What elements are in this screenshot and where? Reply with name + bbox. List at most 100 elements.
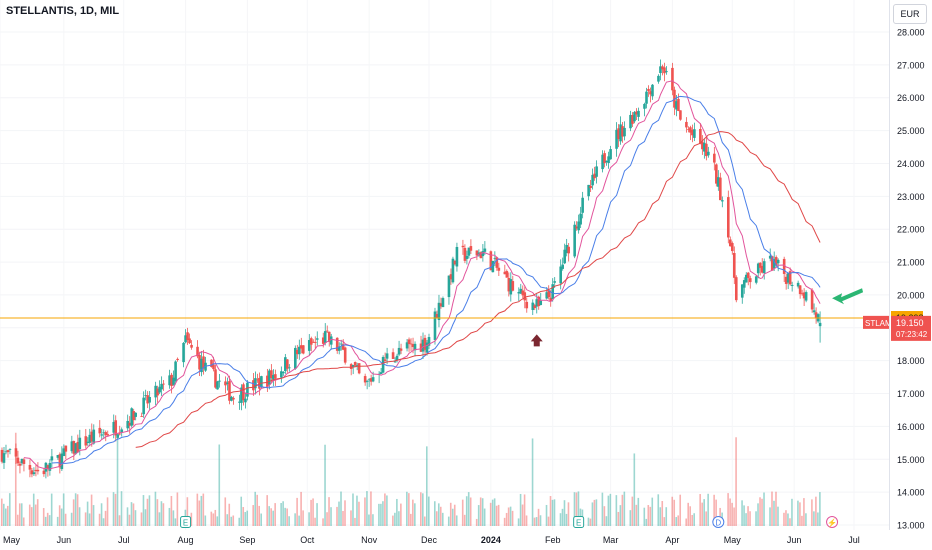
candle-body xyxy=(705,143,708,157)
volume-bar xyxy=(272,510,274,526)
event-marker xyxy=(180,516,192,528)
candle-body xyxy=(120,429,124,433)
volume-bar xyxy=(310,499,312,526)
candle-body xyxy=(238,401,241,403)
ticker-tag-bg xyxy=(863,315,890,329)
candle-body xyxy=(268,370,271,385)
volume-bar xyxy=(400,503,402,526)
candle-body xyxy=(699,128,702,144)
candle-body xyxy=(252,380,255,391)
candle-body xyxy=(607,156,610,164)
candle-body xyxy=(649,91,652,95)
candle-body xyxy=(90,431,94,442)
volume-bar xyxy=(755,511,757,526)
candle-body xyxy=(507,278,511,292)
volume-bar xyxy=(308,512,310,526)
candle-body xyxy=(186,332,189,340)
volume-bar xyxy=(511,510,514,526)
volume-bar xyxy=(170,495,173,526)
volume-bar xyxy=(735,437,737,526)
candle-body xyxy=(34,469,38,472)
volume-bar xyxy=(426,446,428,526)
volume-bar xyxy=(715,499,717,526)
x-tick-label: Jun xyxy=(787,535,802,545)
volume-bar xyxy=(144,509,147,526)
volume-bar xyxy=(176,492,179,526)
candle-body xyxy=(8,449,12,451)
candle-body xyxy=(371,377,375,382)
volume-bar xyxy=(465,496,468,526)
volume-bar xyxy=(507,507,510,526)
x-tick-label: 2024 xyxy=(481,535,501,545)
y-tick-label: 20.000 xyxy=(897,290,925,300)
candle-body xyxy=(140,416,143,417)
event-markers[interactable]: E E D ⚡ xyxy=(180,516,839,528)
candle-body xyxy=(32,472,36,475)
candle-body xyxy=(818,322,822,327)
volume-bar xyxy=(761,498,763,526)
candle-body xyxy=(481,251,485,257)
candle-body xyxy=(746,272,750,278)
x-tick-label: Apr xyxy=(665,535,679,545)
candle-body xyxy=(565,244,568,254)
candle-body xyxy=(118,433,122,435)
price-axis[interactable]: 13.00014.00015.00016.00017.00018.00019.0… xyxy=(897,28,925,531)
volume-bar xyxy=(815,496,817,526)
volume-bar xyxy=(559,513,562,526)
candle-body xyxy=(202,356,205,369)
volume-bar xyxy=(14,432,17,526)
volume-bar xyxy=(218,444,221,526)
candle-body xyxy=(148,396,151,403)
candle-body xyxy=(407,339,411,345)
candle-body xyxy=(409,343,413,345)
volume-bar xyxy=(18,503,21,526)
candle-body xyxy=(629,114,632,129)
volume-bar xyxy=(372,514,374,526)
volume-bar xyxy=(238,517,241,526)
volume-bar xyxy=(745,513,747,526)
candle-body xyxy=(246,382,249,397)
volume-bar xyxy=(116,437,119,526)
candlesticks xyxy=(0,59,822,479)
candle-body xyxy=(467,247,471,256)
candle-body xyxy=(28,464,32,470)
volume-bar xyxy=(631,496,634,526)
volume-bar xyxy=(246,510,249,526)
volume-bar xyxy=(406,491,408,526)
volume-bar xyxy=(414,503,416,526)
candle-body xyxy=(298,346,301,355)
volume-bar xyxy=(266,495,268,526)
candle-body xyxy=(170,374,173,387)
volume-bar xyxy=(42,508,45,526)
candle-body xyxy=(130,408,133,426)
volume-bar xyxy=(651,497,654,526)
candle-body xyxy=(689,127,692,133)
volume-bar xyxy=(352,493,354,526)
volume-bar xyxy=(350,510,352,526)
volume-bar xyxy=(785,510,787,526)
volume-bar xyxy=(8,493,11,526)
candle-body xyxy=(589,185,592,188)
candle-body xyxy=(14,448,18,457)
candle-body xyxy=(691,129,694,136)
volume-bar xyxy=(274,503,276,526)
currency-button[interactable]: EUR xyxy=(893,4,927,24)
time-axis[interactable]: May Jun Jul Aug Sep Oct Nov Dec 2024 Feb Mar Apr May… xyxy=(3,535,860,545)
candle-body xyxy=(461,245,465,248)
volume-bar xyxy=(102,518,105,526)
volume-bar xyxy=(142,495,145,526)
volume-bar xyxy=(322,518,324,526)
volume-bar xyxy=(643,507,646,526)
candle-body xyxy=(703,142,706,152)
candle-body xyxy=(671,67,674,91)
volume-bar xyxy=(437,503,440,526)
candle-body xyxy=(435,314,439,318)
volume-bar xyxy=(609,493,612,526)
volume-bar xyxy=(212,513,215,526)
volume-bar xyxy=(172,510,175,526)
candle-body xyxy=(727,197,730,238)
volume-bar xyxy=(64,513,67,526)
candle-body xyxy=(60,453,64,470)
candle-body xyxy=(609,149,612,160)
